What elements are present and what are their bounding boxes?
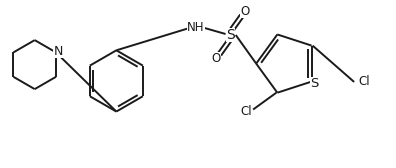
Text: S: S — [310, 77, 319, 90]
Text: O: O — [212, 52, 221, 65]
Text: Cl: Cl — [358, 75, 370, 89]
Text: Cl: Cl — [240, 105, 252, 118]
Text: N: N — [53, 45, 63, 58]
Text: NH: NH — [187, 21, 205, 34]
Text: O: O — [240, 5, 249, 18]
Text: S: S — [226, 28, 235, 42]
